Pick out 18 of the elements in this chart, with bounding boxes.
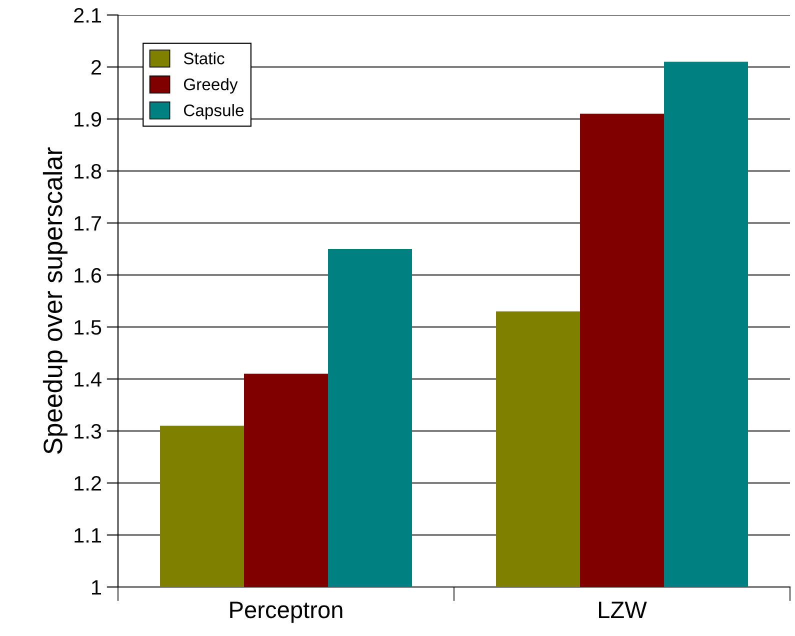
y-tick-label: 1.1	[74, 528, 102, 543]
y-tick-label: 1.8	[74, 164, 102, 179]
y-tick-label: 1.4	[74, 372, 102, 387]
y-tick-label: 2.1	[74, 8, 102, 23]
x-tick-label: LZW	[599, 602, 647, 618]
legend-label: Capsule	[184, 104, 244, 120]
y-tick-label: 1	[92, 580, 102, 595]
legend-label: Greedy	[184, 78, 238, 94]
y-tick-label: 1.5	[74, 320, 102, 335]
y-tick-label: 1.7	[74, 216, 101, 231]
y-tick-label: 1.9	[74, 112, 102, 127]
y-tick-label: 1.2	[74, 476, 101, 491]
x-tick-label: Perceptron	[230, 602, 342, 623]
legend-label: Static	[184, 52, 224, 64]
y-tick-label: 2	[91, 60, 101, 75]
y-axis-title: Speedup over superscalar	[42, 147, 68, 454]
y-tick-label: 1.6	[74, 268, 102, 283]
y-tick-label: 1.3	[74, 424, 102, 439]
